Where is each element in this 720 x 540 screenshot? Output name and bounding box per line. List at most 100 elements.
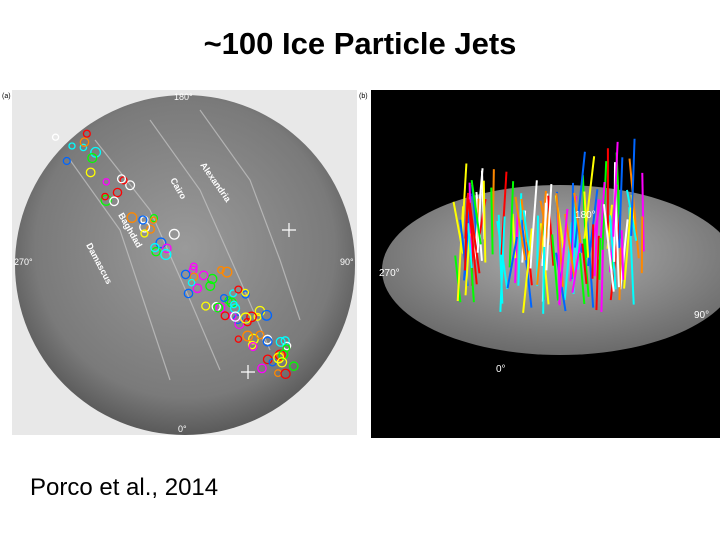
jet-line	[591, 224, 595, 279]
label: 90°	[340, 257, 354, 267]
jet-marker	[79, 137, 90, 147]
jet-line	[517, 193, 523, 286]
jet-marker	[217, 266, 225, 274]
jet-marker	[248, 342, 258, 352]
jet-line	[602, 204, 615, 292]
jet-marker	[151, 246, 161, 257]
jet-line	[476, 190, 482, 253]
jet-marker	[276, 357, 288, 368]
jet-line	[529, 180, 538, 269]
jet-marker	[253, 312, 262, 321]
jet-marker	[125, 180, 136, 191]
jet-marker	[68, 142, 76, 150]
jet-line	[582, 238, 590, 297]
jet-line	[630, 138, 636, 236]
jet-marker	[213, 302, 224, 313]
jet-marker	[275, 336, 286, 347]
label: 0°	[178, 424, 187, 434]
jet-marker	[82, 129, 91, 138]
jet-marker	[139, 221, 151, 233]
jet-marker	[119, 176, 128, 185]
jet-marker	[101, 192, 109, 201]
jet-marker	[187, 278, 196, 287]
jet-marker	[180, 269, 191, 280]
jet-marker	[160, 248, 172, 261]
jet-marker	[201, 301, 211, 311]
jet-line	[598, 237, 602, 280]
jet-line	[466, 223, 473, 269]
jet-marker	[149, 214, 159, 223]
jet-line	[571, 242, 582, 293]
jet-marker	[257, 363, 267, 374]
jet-marker	[109, 196, 120, 207]
jet-marker	[241, 288, 250, 297]
jet-marker	[155, 237, 167, 249]
jet-marker	[230, 311, 241, 322]
jet-line	[470, 179, 482, 245]
jet-marker	[242, 330, 254, 342]
jets	[51, 129, 645, 380]
jet-line	[563, 222, 573, 301]
jet-marker	[220, 311, 230, 321]
jet-line	[628, 158, 640, 259]
jet-line	[490, 187, 494, 255]
label: 270°	[14, 257, 33, 267]
jet-line	[614, 188, 620, 288]
label: 180°	[174, 92, 193, 102]
label: 270°	[379, 268, 400, 279]
jet-marker	[100, 194, 112, 206]
jet-marker	[102, 178, 111, 186]
jet-line	[593, 199, 600, 277]
label: (a)	[2, 93, 11, 100]
jet-line	[463, 196, 469, 271]
jet-line	[545, 184, 553, 271]
jet-line	[595, 235, 600, 311]
jet-marker	[262, 336, 273, 347]
jet-line	[454, 255, 462, 303]
jet-marker	[112, 187, 123, 198]
jet-line	[558, 208, 569, 304]
label: 90°	[694, 310, 709, 321]
jet-marker	[234, 285, 243, 294]
jet-marker	[85, 167, 96, 178]
jet-marker	[150, 242, 160, 253]
jet-marker	[138, 215, 148, 225]
jet-line	[573, 192, 582, 244]
jet-marker	[192, 283, 203, 294]
jet-marker	[255, 330, 265, 340]
jet-marker	[280, 368, 291, 380]
jet-line	[482, 180, 487, 263]
jet-marker	[221, 266, 233, 278]
jet-line	[520, 219, 533, 308]
jet-line	[522, 228, 533, 313]
jet-line	[536, 190, 547, 285]
jet-marker	[140, 229, 149, 238]
jet-line	[456, 206, 465, 302]
jet-line	[467, 199, 478, 285]
slide-title: ~100 Ice Particle Jets	[203, 26, 517, 61]
jet-line	[551, 234, 559, 301]
moon-map	[15, 95, 355, 435]
jet-line	[500, 171, 508, 255]
jet-marker	[288, 361, 299, 372]
jet-marker	[183, 288, 194, 299]
jet-marker	[161, 243, 172, 254]
jet-marker	[62, 156, 71, 166]
crosshair	[241, 223, 296, 379]
jet-marker	[246, 311, 257, 323]
jet-marker	[149, 216, 158, 224]
jet-line	[514, 196, 527, 261]
jet-marker	[219, 293, 229, 303]
jet-marker	[168, 228, 180, 240]
label: (b)	[359, 93, 368, 100]
jet-marker	[282, 344, 291, 353]
jet-marker	[234, 335, 243, 343]
jet-line	[578, 253, 586, 305]
jet-marker	[116, 174, 127, 184]
jet-marker	[126, 212, 138, 223]
jet-marker	[247, 340, 257, 350]
jet-marker	[211, 301, 221, 312]
jet-line	[573, 151, 586, 248]
jet-line	[581, 243, 588, 285]
